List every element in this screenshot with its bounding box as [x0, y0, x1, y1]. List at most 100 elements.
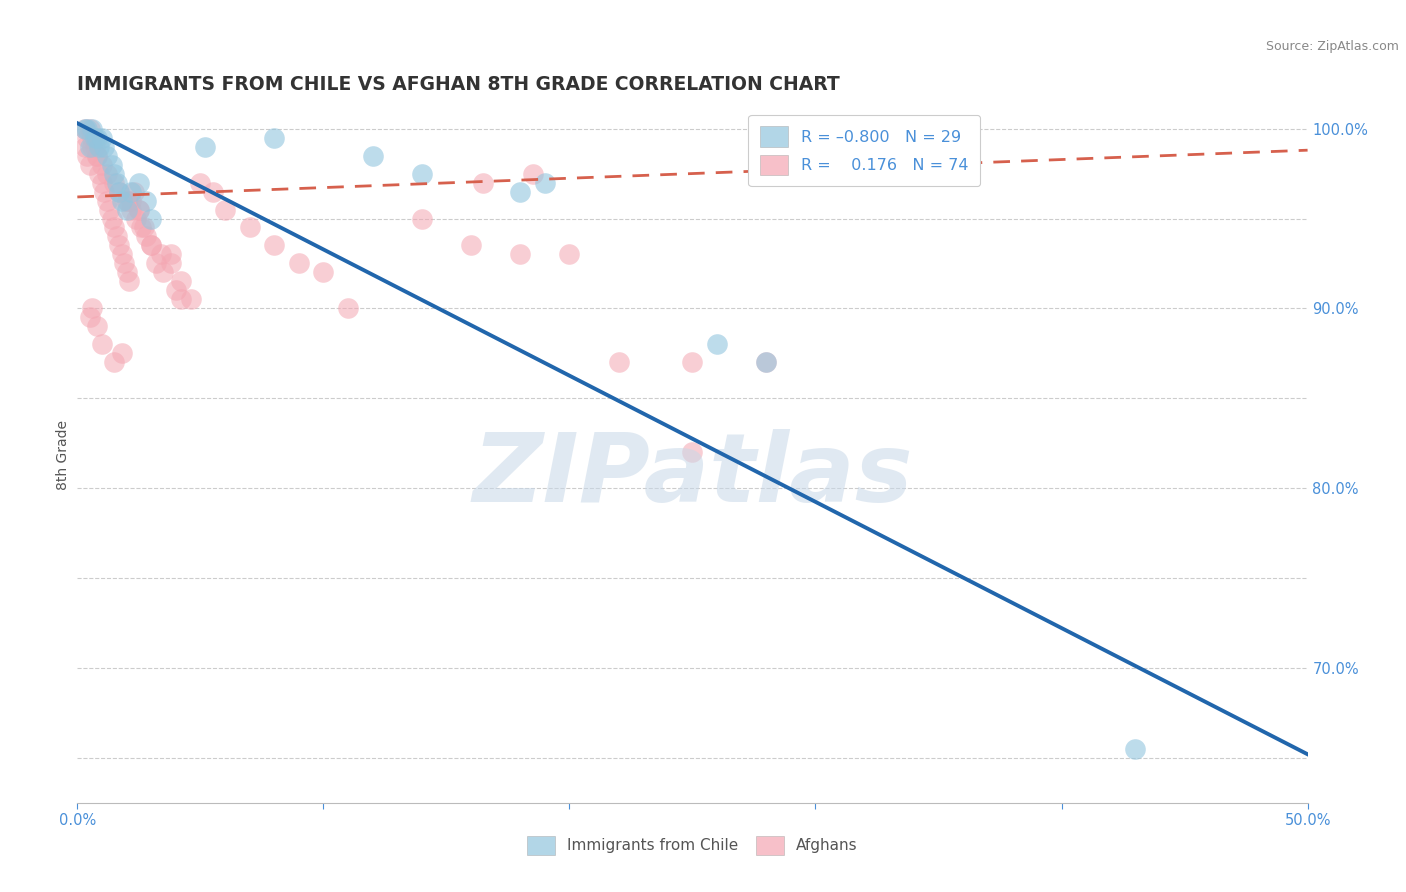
Point [115, 194, 138, 208]
Point [312, 265, 335, 279]
Text: IMMIGRANTS FROM CHILE VS AFGHAN 8TH GRADE CORRELATION CHART: IMMIGRANTS FROM CHILE VS AFGHAN 8TH GRAD… [77, 75, 839, 95]
Point [160, 256, 183, 270]
Point [111, 194, 132, 208]
Point [201, 185, 224, 199]
Text: Source: ZipAtlas.com: Source: ZipAtlas.com [1265, 40, 1399, 54]
Point [89, 139, 111, 153]
Point [121, 202, 143, 217]
Point [188, 176, 212, 190]
Point [263, 130, 285, 145]
Point [180, 293, 202, 307]
Point [132, 220, 155, 235]
Point [152, 265, 174, 279]
Point [129, 220, 153, 235]
Point [509, 185, 531, 199]
Point [141, 238, 163, 252]
Point [108, 185, 131, 199]
Point [90, 337, 114, 351]
Point [122, 185, 145, 199]
Point [86, 319, 108, 334]
Point [522, 167, 544, 181]
Point [79, 139, 101, 153]
Point [73, 121, 96, 136]
Point [112, 256, 135, 270]
Point [607, 355, 630, 369]
Point [121, 194, 143, 208]
Point [98, 202, 121, 217]
Point [103, 220, 125, 235]
Point [90, 176, 114, 190]
Point [337, 301, 360, 316]
Point [86, 148, 108, 162]
Point [76, 130, 98, 145]
Point [128, 202, 150, 217]
Point [115, 194, 138, 208]
Point [76, 121, 98, 136]
Point [411, 211, 433, 226]
Point [361, 148, 384, 162]
Point [509, 247, 531, 261]
Point [90, 157, 114, 171]
Point [170, 293, 193, 307]
Point [111, 346, 132, 360]
Point [135, 194, 157, 208]
Point [558, 247, 581, 261]
Point [90, 130, 114, 145]
Point [755, 355, 778, 369]
Point [706, 337, 728, 351]
Point [82, 130, 104, 145]
Point [125, 211, 148, 226]
Point [82, 121, 104, 136]
Point [73, 121, 96, 136]
Point [96, 167, 118, 181]
Point [93, 185, 115, 199]
Point [83, 139, 105, 153]
Point [214, 202, 236, 217]
Point [118, 275, 141, 289]
Point [103, 355, 125, 369]
Point [170, 275, 193, 289]
Point [165, 284, 187, 298]
Point [105, 176, 128, 190]
Point [755, 355, 778, 369]
Point [141, 238, 163, 252]
Text: ZIPatlas: ZIPatlas [472, 429, 912, 523]
Point [160, 247, 183, 261]
Point [101, 211, 124, 226]
Point [128, 176, 150, 190]
Point [682, 355, 704, 369]
Point [76, 148, 98, 162]
Point [263, 238, 285, 252]
Point [111, 247, 132, 261]
Point [79, 121, 101, 136]
Point [108, 238, 131, 252]
Point [82, 139, 104, 153]
Point [82, 301, 104, 316]
Point [79, 310, 101, 325]
Point [115, 265, 138, 279]
Point [73, 139, 96, 153]
Point [86, 148, 108, 162]
Point [108, 185, 131, 199]
Point [194, 139, 217, 153]
Point [145, 256, 167, 270]
Point [83, 130, 105, 145]
Point [135, 229, 157, 244]
Y-axis label: 8th Grade: 8th Grade [56, 420, 70, 490]
Point [86, 130, 108, 145]
Point [472, 176, 495, 190]
Point [288, 256, 311, 270]
Legend: Immigrants from Chile, Afghans: Immigrants from Chile, Afghans [522, 830, 863, 862]
Point [239, 220, 262, 235]
Point [105, 229, 128, 244]
Point [103, 167, 125, 181]
Point [93, 139, 115, 153]
Point [150, 247, 173, 261]
Point [460, 238, 482, 252]
Point [128, 202, 150, 217]
Point [103, 176, 125, 190]
Point [96, 194, 118, 208]
Point [79, 157, 101, 171]
Point [141, 211, 163, 226]
Point [121, 185, 143, 199]
